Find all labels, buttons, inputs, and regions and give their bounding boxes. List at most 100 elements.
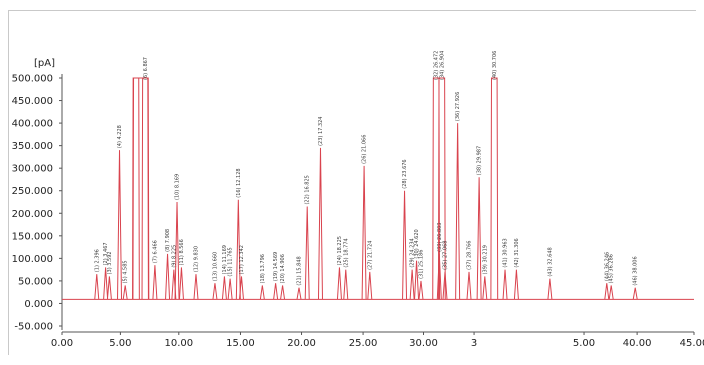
- peak-label-20: (19) 14.569: [273, 252, 279, 281]
- peak-label-2: (2) 3.467: [103, 242, 109, 265]
- peak-label-45: (44) 36.246: [604, 252, 610, 281]
- peak-label-39: (38) 29.987: [477, 146, 483, 175]
- peak-label-7: (6) 6.867: [143, 57, 149, 80]
- y-axis-unit-label: [pA]: [34, 58, 55, 69]
- peak-26: [343, 269, 349, 300]
- peak-28: [367, 271, 373, 300]
- y-tick-label: -50.000: [14, 322, 53, 333]
- peak-label-12: (11) 8.566: [179, 239, 185, 265]
- peak-label-36: (35) 27.068: [442, 241, 448, 270]
- x-tick-label: 15.00: [226, 338, 255, 349]
- chart-frame: [8, 10, 696, 355]
- plot-area: (1) 2.396 (2) 3.467(3) 3.592 (4) 4.228 (5) …: [62, 51, 694, 300]
- peak-17: [235, 199, 241, 300]
- peak-label-15: (14) 11.169: [222, 245, 228, 274]
- peak-29: [402, 190, 408, 300]
- peak-label-37: (36) 27.926: [455, 92, 461, 121]
- y-tick-label: 0.000: [24, 299, 53, 310]
- peak-label-40: (39) 30.219: [482, 245, 488, 274]
- peak-30: [409, 269, 415, 300]
- peak-label-47: (46) 38.006: [633, 256, 639, 285]
- peak-45: [604, 283, 610, 300]
- peak-25: [336, 267, 342, 300]
- peak-46: [608, 285, 614, 300]
- peak-27: [361, 165, 367, 300]
- peak-20: [273, 283, 279, 300]
- peak-label-9: (8) 7.908: [165, 229, 171, 252]
- peak-label-42: (41) 30.963: [503, 238, 509, 267]
- x-axis: 0.00 5.00 10.00 15.00 20.00 25.00 30.00 3 5.00 40…: [51, 331, 704, 349]
- peak-label-8: (7) 6.466: [152, 240, 158, 263]
- peak-label-1: (1) 2.396: [94, 249, 100, 272]
- peak-5: [122, 285, 128, 300]
- peak-label-41: (40) 30.706: [492, 51, 498, 80]
- peak-24: [317, 147, 323, 300]
- peak-label-46: (45) 36.286: [609, 254, 615, 283]
- x-tick-label: 3: [471, 338, 477, 349]
- peak-label-28: (27) 21.724: [367, 241, 373, 270]
- y-tick-label: 400.000: [12, 119, 53, 130]
- peak-36: [442, 271, 448, 300]
- peak-label-19: (18) 13.796: [260, 254, 266, 283]
- y-tick-label: 450.000: [12, 96, 53, 107]
- peak-label-10: (9) 8.225: [171, 245, 177, 268]
- peak-2: [103, 267, 109, 300]
- peak-14: [212, 283, 218, 300]
- saturated-peak-cluster: [132, 77, 149, 300]
- x-tick-label: 45.00: [680, 338, 704, 349]
- peak-8: [152, 265, 158, 300]
- y-tick-label: 300.000: [12, 164, 53, 175]
- x-tick-label: 10.00: [164, 338, 193, 349]
- peak-label-31: (30) 24.620: [414, 229, 420, 258]
- y-tick-label: 50.000: [18, 276, 53, 287]
- peak-label-5: (5) 4.585: [123, 260, 129, 283]
- peak-9: [165, 253, 171, 300]
- y-tick-label: 150.000: [12, 231, 53, 242]
- x-tick-label: 25.00: [349, 338, 378, 349]
- peak-label-18: (17) 12.342: [239, 245, 245, 274]
- peak-label-25: (24) 18.225: [337, 236, 343, 265]
- peak-label-33: (32) 26.472: [434, 51, 440, 80]
- peak-label-43: (42) 31.306: [514, 238, 520, 267]
- x-tick-label: 5.00: [573, 338, 595, 349]
- peak-38: [466, 271, 472, 300]
- peak-label-3: (3) 3.592: [107, 251, 113, 274]
- x-tick-label: 20.00: [287, 338, 316, 349]
- peak-18: [238, 276, 244, 300]
- y-tick-label: 350.000: [12, 141, 53, 152]
- y-axis: 500.000 450.000 400.000 350.000 300.000 250.0…: [12, 74, 63, 333]
- y-tick-label: 200.000: [12, 209, 53, 220]
- peak-37: [455, 123, 461, 300]
- peak-label-4: (4) 4.228: [117, 125, 123, 148]
- peak-label-35: (34) 26.904: [439, 51, 445, 80]
- peak-47: [632, 287, 638, 300]
- peak-label-22: (21) 15.848: [297, 256, 303, 285]
- peak-22: [296, 287, 302, 300]
- peak-label-29: (28) 23.676: [402, 159, 408, 188]
- peak-43: [513, 269, 519, 300]
- peak-23: [304, 206, 310, 300]
- x-tick-label: 5.00: [109, 338, 131, 349]
- y-tick-label: 100.000: [12, 254, 53, 265]
- peak-label-17: (16) 12.128: [236, 168, 242, 197]
- peak-35: [437, 77, 446, 300]
- y-tick-label: 500.000: [12, 74, 53, 85]
- peak-40: [482, 276, 488, 300]
- peak-33: [432, 77, 441, 300]
- peak-label-11: (10) 8.169: [175, 174, 181, 200]
- peak-41: [490, 77, 499, 300]
- peak-16: [227, 278, 233, 300]
- peak-label-30: (29) 24.234: [410, 238, 416, 267]
- peak-44: [547, 278, 553, 300]
- peak-13: [193, 274, 199, 300]
- peak-label-14: (13) 10.660: [212, 252, 218, 281]
- peak-4: [117, 150, 123, 300]
- peak-label-13: (12) 9.830: [193, 246, 199, 272]
- peak-label-21: (20) 14.906: [280, 254, 286, 283]
- peak-3: [106, 276, 112, 300]
- peak-label-24: (23) 17.324: [318, 117, 324, 146]
- peak-19: [259, 285, 265, 300]
- peak-label-34: (33) 26.803: [437, 222, 443, 251]
- peak-39: [476, 177, 482, 300]
